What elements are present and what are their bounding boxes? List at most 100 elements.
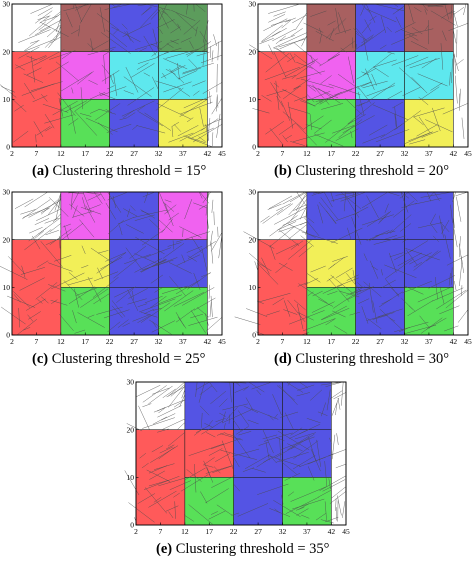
cluster-cell-brown <box>405 4 454 52</box>
caption-text-b: Clustering threshold = 20° <box>295 163 449 179</box>
cluster-cell-blue <box>356 240 405 288</box>
x-tick-label: 2 <box>256 337 260 346</box>
y-tick-label: 30 <box>3 188 11 197</box>
x-tick-label: 27 <box>376 337 384 346</box>
x-tick-label: 12 <box>57 149 65 158</box>
cluster-cell-red <box>136 430 185 525</box>
fracture-trace <box>235 317 261 325</box>
cluster-cell-magenta <box>61 52 110 100</box>
panel-label-b: (b) <box>274 163 292 179</box>
x-tick-label: 45 <box>464 149 472 158</box>
caption-text-d: Clustering threshold = 30° <box>295 351 449 367</box>
x-tick-label: 2 <box>256 149 260 158</box>
cluster-cell-cyan <box>405 52 454 100</box>
cluster-cell-green <box>159 287 208 335</box>
y-tick-label: 0 <box>130 521 134 530</box>
x-tick-label: 12 <box>57 337 65 346</box>
y-tick-label: 20 <box>249 235 257 244</box>
x-tick-label: 7 <box>159 527 163 536</box>
x-tick-label: 37 <box>425 337 433 346</box>
x-tick-label: 32 <box>401 149 409 158</box>
y-tick-label: 20 <box>3 235 11 244</box>
y-tick-label: 10 <box>3 283 11 292</box>
y-tick-label: 30 <box>3 0 11 9</box>
x-tick-label: 45 <box>464 337 472 346</box>
x-tick-label: 32 <box>401 337 409 346</box>
cluster-cell-blue <box>110 99 159 147</box>
cluster-cell-yellow <box>405 99 454 147</box>
cluster-cell-red <box>258 240 307 335</box>
x-tick-label: 37 <box>179 337 187 346</box>
y-tick-label: 30 <box>249 0 257 9</box>
cluster-cell-blue <box>405 240 454 288</box>
caption-text-e: Clustering threshold = 35° <box>176 541 330 557</box>
cluster-cell-red <box>12 52 61 147</box>
y-tick-label: 30 <box>127 378 135 387</box>
y-tick-label: 0 <box>6 331 10 340</box>
x-tick-label: 17 <box>82 337 90 346</box>
y-tick-label: 10 <box>249 283 257 292</box>
cluster-cell-blue <box>283 430 332 478</box>
cluster-cell-red <box>185 430 234 478</box>
x-tick-label: 17 <box>328 149 336 158</box>
x-tick-label: 42 <box>450 337 458 346</box>
x-tick-label: 2 <box>134 527 138 536</box>
panel-label-d: (d) <box>274 351 292 367</box>
y-tick-label: 20 <box>249 47 257 56</box>
x-tick-label: 32 <box>155 337 163 346</box>
y-tick-label: 10 <box>3 95 11 104</box>
panel-caption-c: (c) Clustering threshold = 25° <box>32 351 205 368</box>
x-tick-label: 22 <box>106 149 114 158</box>
x-tick-label: 37 <box>303 527 311 536</box>
x-tick-label: 7 <box>281 149 285 158</box>
panel-caption-a: (a) Clustering threshold = 15° <box>32 163 206 180</box>
x-tick-label: 42 <box>450 149 458 158</box>
x-tick-label: 7 <box>35 149 39 158</box>
y-tick-label: 10 <box>127 473 135 482</box>
x-tick-label: 45 <box>342 527 350 536</box>
y-tick-label: 20 <box>127 425 135 434</box>
x-tick-label: 27 <box>254 527 262 536</box>
x-tick-label: 27 <box>376 149 384 158</box>
x-tick-label: 37 <box>425 149 433 158</box>
x-tick-label: 22 <box>106 337 114 346</box>
y-tick-label: 20 <box>3 47 11 56</box>
cluster-cell-green <box>61 287 110 335</box>
cluster-cell-blue <box>185 382 234 430</box>
x-tick-label: 32 <box>279 527 287 536</box>
x-tick-label: 45 <box>218 149 226 158</box>
y-tick-label: 0 <box>252 331 256 340</box>
cluster-cell-magenta <box>61 192 110 240</box>
x-tick-label: 42 <box>204 337 212 346</box>
x-tick-label: 22 <box>352 149 360 158</box>
x-tick-label: 12 <box>181 527 189 536</box>
x-tick-label: 27 <box>130 337 138 346</box>
x-tick-label: 42 <box>204 149 212 158</box>
caption-text-a: Clustering threshold = 15° <box>53 163 207 179</box>
x-tick-label: 12 <box>303 337 311 346</box>
x-tick-label: 7 <box>35 337 39 346</box>
x-tick-label: 2 <box>10 149 14 158</box>
x-tick-label: 17 <box>82 149 90 158</box>
panel-label-a: (a) <box>32 163 49 179</box>
panel-caption-b: (b) Clustering threshold = 20° <box>274 163 449 180</box>
x-tick-label: 7 <box>281 337 285 346</box>
cluster-cell-blue <box>356 99 405 147</box>
cluster-cell-green <box>283 477 332 525</box>
cluster-cell-blue <box>110 240 159 288</box>
x-tick-label: 32 <box>155 149 163 158</box>
cluster-cell-blue <box>405 192 454 240</box>
y-tick-label: 0 <box>6 143 10 152</box>
panel-label-e: (e) <box>156 541 172 557</box>
x-tick-label: 12 <box>303 149 311 158</box>
panel-label-c: (c) <box>32 351 48 367</box>
cluster-cell-blue <box>356 192 405 240</box>
